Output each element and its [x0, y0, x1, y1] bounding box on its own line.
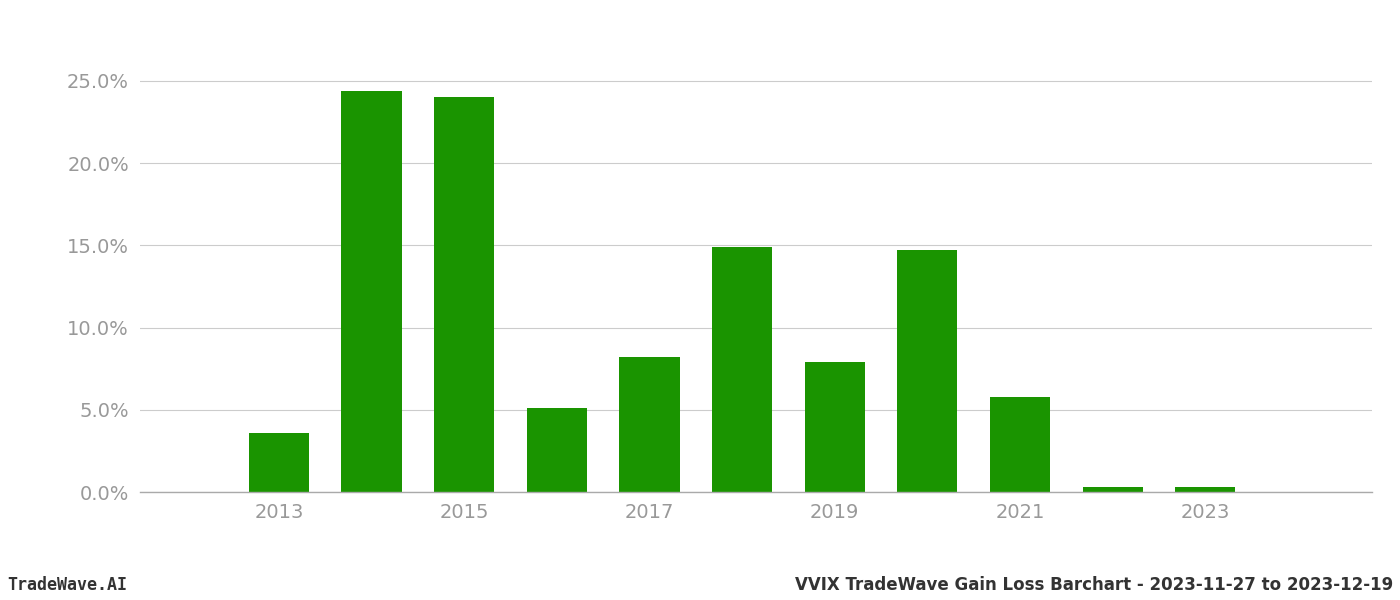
- Text: TradeWave.AI: TradeWave.AI: [7, 576, 127, 594]
- Bar: [897, 250, 958, 492]
- Bar: [1175, 487, 1235, 492]
- Bar: [1082, 487, 1142, 492]
- Bar: [342, 91, 402, 492]
- Bar: [990, 397, 1050, 492]
- Bar: [249, 433, 309, 492]
- Text: VVIX TradeWave Gain Loss Barchart - 2023-11-27 to 2023-12-19: VVIX TradeWave Gain Loss Barchart - 2023…: [795, 576, 1393, 594]
- Bar: [434, 97, 494, 492]
- Bar: [619, 357, 679, 492]
- Bar: [805, 362, 865, 492]
- Bar: [526, 408, 587, 492]
- Bar: [713, 247, 773, 492]
